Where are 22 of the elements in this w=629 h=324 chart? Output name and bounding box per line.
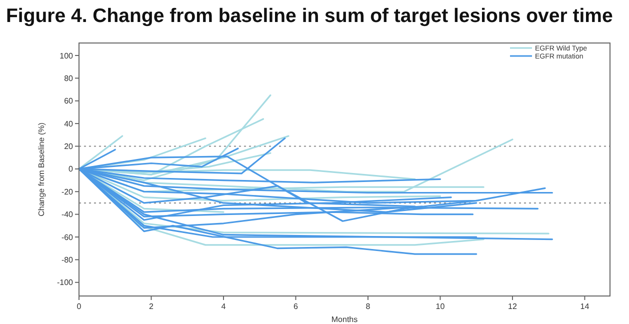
x-tick-label: 2 bbox=[149, 302, 154, 311]
y-tick-label: -100 bbox=[56, 278, 74, 288]
y-axis-title: Change from Baseline (%) bbox=[37, 122, 46, 216]
y-tick-label: 80 bbox=[64, 74, 74, 83]
y-tick-label: -60 bbox=[61, 232, 74, 242]
y-tick-label: 20 bbox=[64, 142, 74, 152]
y-tick-label: 40 bbox=[64, 119, 74, 128]
x-axis-title: Months bbox=[331, 315, 358, 324]
x-tick-label: 14 bbox=[580, 302, 590, 311]
x-tick-label: 6 bbox=[294, 302, 299, 311]
y-tick-label: 0 bbox=[68, 164, 74, 174]
x-tick-label: 10 bbox=[436, 302, 446, 311]
y-tick-label: -40 bbox=[61, 210, 74, 220]
x-tick-label: 0 bbox=[76, 302, 82, 311]
y-tick-label: -80 bbox=[61, 255, 74, 264]
x-tick-label: 12 bbox=[508, 302, 518, 311]
chart-title: Figure 4. Change from baseline in sum of target lesions over time bbox=[6, 5, 613, 27]
y-tick-label: 60 bbox=[64, 96, 74, 106]
y-tick-label: -20 bbox=[61, 187, 74, 196]
x-tick-label: 8 bbox=[366, 302, 371, 311]
x-tick-label: 4 bbox=[221, 302, 226, 311]
y-tick-label: 100 bbox=[60, 51, 74, 60]
